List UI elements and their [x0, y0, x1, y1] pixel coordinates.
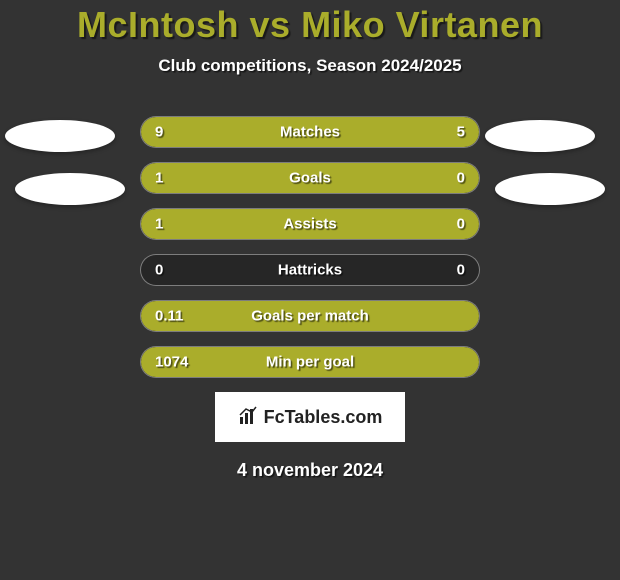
stat-row: 0 0 Hattricks [0, 254, 620, 286]
date-text: 4 november 2024 [0, 460, 620, 481]
bar-right [411, 163, 479, 193]
comparison-infographic: McIntosh vs Miko Virtanen Club competiti… [0, 0, 620, 481]
bar-track: 1074 Min per goal [140, 346, 480, 378]
stat-value-left: 1 [155, 216, 163, 233]
chart-area: 9 5 Matches 1 0 Goals 1 0 Assists 0 0 Hattricks 0.11… [0, 116, 620, 378]
subtitle: Club competitions, Season 2024/2025 [0, 56, 620, 76]
logo-text: FcTables.com [264, 407, 383, 428]
stat-label: Assists [283, 216, 336, 233]
bar-track: 9 5 Matches [140, 116, 480, 148]
bar-track: 1 0 Assists [140, 208, 480, 240]
page-title: McIntosh vs Miko Virtanen [0, 4, 620, 46]
bar-track: 1 0 Goals [140, 162, 480, 194]
player-badge-ellipse [5, 120, 115, 152]
stat-row: 1074 Min per goal [0, 346, 620, 378]
bar-left [141, 209, 411, 239]
stat-value-right: 5 [457, 124, 465, 141]
stat-value-left: 1074 [155, 354, 188, 371]
stat-value-right: 0 [457, 262, 465, 279]
stat-value-left: 0 [155, 262, 163, 279]
bar-track: 0.11 Goals per match [140, 300, 480, 332]
stat-row: 0.11 Goals per match [0, 300, 620, 332]
stat-label: Goals [289, 170, 331, 187]
stat-row: 1 0 Assists [0, 208, 620, 240]
chart-icon [238, 405, 260, 430]
logo: FcTables.com [238, 405, 383, 430]
stat-label: Hattricks [278, 262, 342, 279]
stat-label: Min per goal [266, 354, 354, 371]
stat-label: Goals per match [251, 308, 369, 325]
player-badge-ellipse [15, 173, 125, 205]
bar-left [141, 163, 411, 193]
stat-label: Matches [280, 124, 340, 141]
player-badge-ellipse [495, 173, 605, 205]
stat-value-right: 0 [457, 170, 465, 187]
stat-value-right: 0 [457, 216, 465, 233]
player-badge-ellipse [485, 120, 595, 152]
bar-track: 0 0 Hattricks [140, 254, 480, 286]
bar-right [411, 209, 479, 239]
stat-value-left: 0.11 [155, 308, 183, 325]
stat-value-left: 1 [155, 170, 163, 187]
logo-box: FcTables.com [215, 392, 405, 442]
stat-value-left: 9 [155, 124, 163, 141]
